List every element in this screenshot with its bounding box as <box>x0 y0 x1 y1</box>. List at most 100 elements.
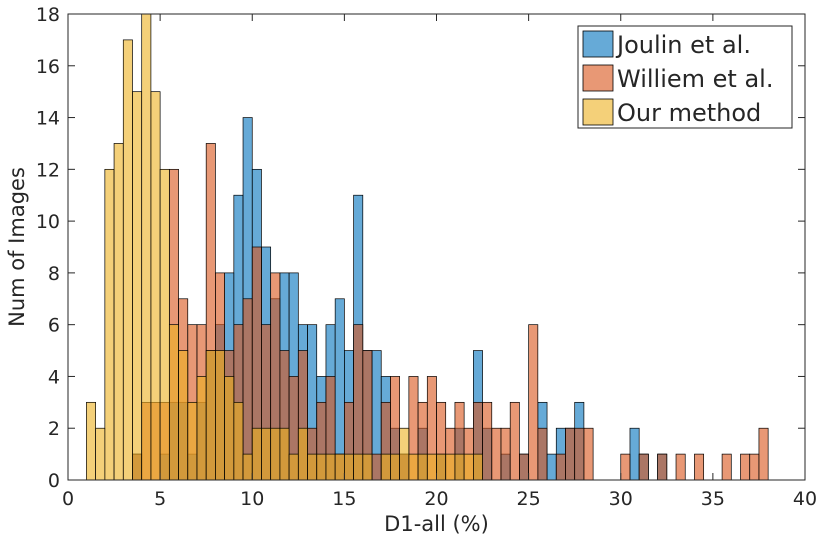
y-axis-label: Num of Images <box>5 167 29 327</box>
x-tick-label: 20 <box>424 488 448 510</box>
histogram-bar <box>546 453 557 481</box>
histogram-bar <box>380 453 391 481</box>
histogram-bar <box>519 453 529 481</box>
histogram-bar <box>537 427 548 481</box>
y-tick-label: 4 <box>48 366 60 388</box>
histogram-bar <box>408 453 419 481</box>
histogram-bar <box>187 401 198 481</box>
x-tick-label: 15 <box>332 488 356 510</box>
y-tick-label: 10 <box>36 211 60 233</box>
histogram-bar <box>122 39 133 481</box>
histogram-bar <box>445 453 456 481</box>
histogram-bar <box>620 453 631 481</box>
histogram-bar <box>509 401 520 481</box>
histogram-bar <box>675 453 686 481</box>
histogram-bar <box>694 453 705 481</box>
histogram-bar <box>297 427 308 481</box>
legend[interactable]: Joulin et al. Williem et al. Our method <box>577 25 793 129</box>
histogram-bar <box>132 91 143 481</box>
histogram-bar <box>205 350 216 481</box>
histogram-bar <box>104 168 115 481</box>
legend-entry-label: Our method <box>617 99 761 127</box>
histogram-bar <box>261 427 272 481</box>
legend-swatch <box>582 98 614 126</box>
y-tick-label: 12 <box>36 159 60 181</box>
histogram-bar <box>417 453 428 481</box>
y-tick-label: 8 <box>48 263 60 285</box>
histogram-bar <box>362 453 373 481</box>
histogram-bar <box>325 453 336 481</box>
x-tick-label: 10 <box>240 488 264 510</box>
x-tick-label: 0 <box>62 488 74 510</box>
histogram-bar <box>426 453 437 481</box>
histogram-bar <box>334 453 345 481</box>
histogram-bar <box>371 453 382 481</box>
histogram-bar <box>491 427 502 481</box>
histogram-bar <box>196 376 207 481</box>
histogram-bar <box>574 427 585 481</box>
histogram-bar <box>224 376 235 481</box>
histogram-bar <box>288 453 299 481</box>
histogram-bar <box>399 427 410 481</box>
histogram-bar <box>657 453 668 481</box>
histogram-bar <box>242 453 253 481</box>
bars-layer <box>86 13 769 481</box>
y-tick-label: 18 <box>36 4 60 26</box>
histogram-bar <box>482 401 493 481</box>
histogram-bar <box>215 350 225 481</box>
histogram-bar <box>150 91 161 481</box>
y-tick-label: 14 <box>36 108 60 130</box>
legend-entry-label: Joulin et al. <box>615 31 751 59</box>
histogram-bar <box>251 427 262 481</box>
histogram-bar <box>279 427 290 481</box>
legend-box <box>577 25 793 129</box>
histogram-bar <box>159 168 170 481</box>
x-tick-label: 40 <box>793 488 817 510</box>
histogram-bar <box>473 453 483 481</box>
histogram-bar <box>316 453 327 481</box>
x-tick-label: 30 <box>609 488 633 510</box>
histogram-bar <box>721 453 732 481</box>
histogram-bar <box>141 13 152 481</box>
histogram-bar <box>758 427 769 481</box>
histogram-bar <box>528 324 539 481</box>
axes-layer: 0 5 10 15 20 25 30 35 40 0 2 4 6 8 10 12 14 16 18 <box>36 4 817 510</box>
histogram-bar <box>270 427 281 481</box>
x-axis-label: D1-all (%) <box>384 512 489 536</box>
histogram-bar <box>95 427 106 481</box>
histogram-bar <box>390 453 400 481</box>
histogram-bar <box>353 453 364 481</box>
histogram-bar <box>500 427 511 481</box>
y-tick-label: 0 <box>48 470 60 492</box>
histogram-bar <box>86 401 96 481</box>
histogram-bar <box>638 453 649 481</box>
histogram-bar <box>565 427 576 481</box>
histogram-bar <box>242 298 253 481</box>
y-tick-label: 6 <box>48 315 60 337</box>
histogram-bar <box>463 453 474 481</box>
histogram-bar <box>555 453 566 481</box>
histogram-bar <box>168 324 179 481</box>
y-tick-label: 16 <box>36 56 60 78</box>
histogram-bar <box>583 427 594 481</box>
histogram-bar <box>629 427 640 481</box>
histogram-bar <box>113 143 124 481</box>
y-tick-label: 2 <box>48 418 60 440</box>
histogram-bar <box>436 453 447 481</box>
histogram-bar <box>344 453 354 481</box>
histogram-bar <box>178 350 189 481</box>
x-tick-label: 25 <box>517 488 541 510</box>
x-tick-label: 5 <box>154 488 166 510</box>
histogram-bar <box>307 453 318 481</box>
histogram-bar <box>749 453 760 481</box>
legend-entry-label: Williem et al. <box>617 65 773 93</box>
x-tick-label: 35 <box>701 488 725 510</box>
legend-swatch <box>582 64 614 92</box>
legend-swatch <box>582 30 614 58</box>
histogram-bar <box>334 298 345 481</box>
histogram-bar <box>454 453 465 481</box>
histogram-bar <box>740 453 751 481</box>
histogram-bar <box>233 401 244 481</box>
